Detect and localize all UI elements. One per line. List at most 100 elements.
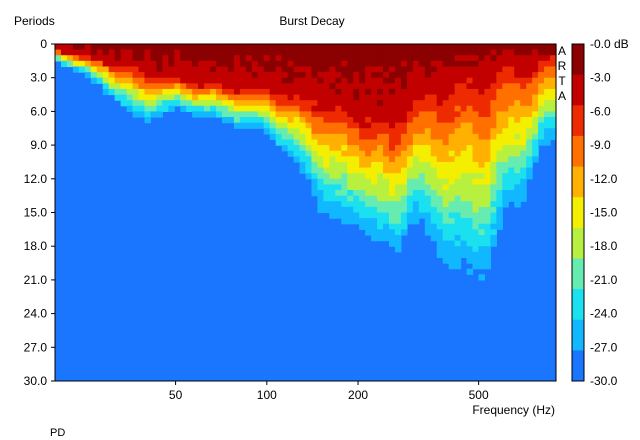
heatmap-cell (323, 173, 330, 180)
heatmap-cell (126, 77, 134, 84)
heatmap-cell (514, 100, 521, 107)
heatmap-cell (448, 218, 456, 225)
heatmap-cell (180, 66, 187, 73)
heatmap-cell (526, 161, 533, 169)
heatmap-cell (305, 66, 313, 73)
heatmap-cell (514, 145, 521, 152)
heatmap-cell (466, 88, 474, 96)
heatmap-cell (520, 161, 527, 169)
heatmap-cell (245, 100, 253, 107)
heatmap-cell (532, 94, 539, 101)
heatmap-cell (454, 201, 462, 208)
heatmap-cell (138, 105, 146, 112)
heatmap-cell (389, 88, 396, 96)
heatmap-cell (299, 49, 307, 56)
heatmap-cell (508, 184, 515, 191)
heatmap-cell (299, 55, 307, 62)
heatmap-cell (406, 156, 414, 163)
heatmap-cell (430, 223, 438, 230)
heatmap-cell (275, 83, 283, 90)
heatmap-cell (245, 105, 253, 112)
heatmap-cell (400, 72, 408, 79)
heatmap-cell (466, 83, 474, 90)
heatmap-cell (520, 49, 527, 56)
heatmap-cell (526, 156, 533, 163)
heatmap-cell (460, 161, 468, 169)
heatmap-cell (329, 49, 336, 56)
heatmap-cell (138, 88, 146, 96)
heatmap-cell (472, 105, 480, 112)
heatmap-cell (239, 55, 247, 62)
heatmap-cell (394, 145, 402, 152)
heatmap-cell (132, 55, 140, 62)
heatmap-cell (192, 49, 199, 56)
heatmap-cell (472, 128, 480, 135)
heatmap-cell (538, 117, 545, 124)
heatmap-cell (484, 263, 491, 270)
heatmap-cell (394, 55, 402, 62)
heatmap-cell (126, 88, 134, 96)
heatmap-cell (448, 72, 456, 79)
heatmap-cell (371, 139, 378, 146)
heatmap-cell (442, 145, 450, 152)
heatmap-cell (132, 105, 140, 112)
heatmap-cell (454, 55, 462, 62)
heatmap-cell (365, 66, 372, 73)
heatmap-cell (490, 240, 497, 247)
heatmap-cell (102, 55, 110, 62)
heatmap-cell (478, 229, 486, 236)
heatmap-cell (293, 60, 301, 68)
heatmap-cell (198, 88, 205, 96)
heatmap-cell (377, 55, 384, 62)
heatmap-cell (227, 60, 235, 68)
heatmap-cell (144, 105, 152, 112)
heatmap-cell (371, 184, 378, 191)
heatmap-cell (353, 145, 360, 152)
heatmap-cell (377, 218, 384, 225)
heatmap-cell (198, 66, 205, 73)
heatmap-cell (484, 184, 491, 191)
heatmap-cell (287, 49, 295, 56)
heatmap-cell (335, 55, 342, 62)
heatmap-cell (389, 66, 396, 73)
heatmap-cell (353, 122, 360, 129)
heatmap-cell (72, 55, 80, 62)
colorbar-swatch (572, 227, 584, 259)
heatmap-cell (150, 83, 157, 90)
heatmap-cell (514, 156, 521, 163)
heatmap-cell (222, 44, 229, 51)
heatmap-cell (454, 100, 462, 107)
heatmap-cell (550, 94, 557, 101)
heatmap-cell (341, 145, 348, 152)
heatmap-cell (168, 60, 175, 68)
heatmap-cell (222, 111, 229, 118)
heatmap-cell (448, 88, 456, 96)
heatmap-cell (436, 240, 444, 247)
heatmap-cell (311, 190, 319, 197)
heatmap-cell (496, 100, 503, 107)
heatmap-cell (239, 122, 247, 129)
heatmap-cell (442, 178, 450, 186)
heatmap-cell (442, 83, 450, 90)
heatmap-cell (275, 122, 283, 129)
heatmap-cell (144, 66, 152, 73)
heatmap-cell (377, 139, 384, 146)
heatmap-cell (454, 229, 462, 236)
heatmap-cell (412, 167, 420, 174)
heatmap-cell (347, 128, 354, 135)
heatmap-cell (544, 128, 551, 135)
heatmap-cell (460, 178, 468, 186)
x-tick-label: 50 (169, 388, 183, 402)
heatmap-cell (347, 122, 354, 129)
heatmap-cell (520, 195, 527, 202)
heatmap-cell (478, 218, 486, 225)
heatmap-cell (138, 111, 146, 118)
heatmap-cell (383, 150, 390, 157)
heatmap-cell (347, 49, 354, 56)
heatmap-cell (526, 105, 533, 112)
heatmap-cell (514, 195, 521, 202)
heatmap-cell (454, 167, 462, 174)
heatmap-cell (424, 55, 432, 62)
heatmap-cell (365, 173, 372, 180)
heatmap-cell (466, 117, 474, 124)
